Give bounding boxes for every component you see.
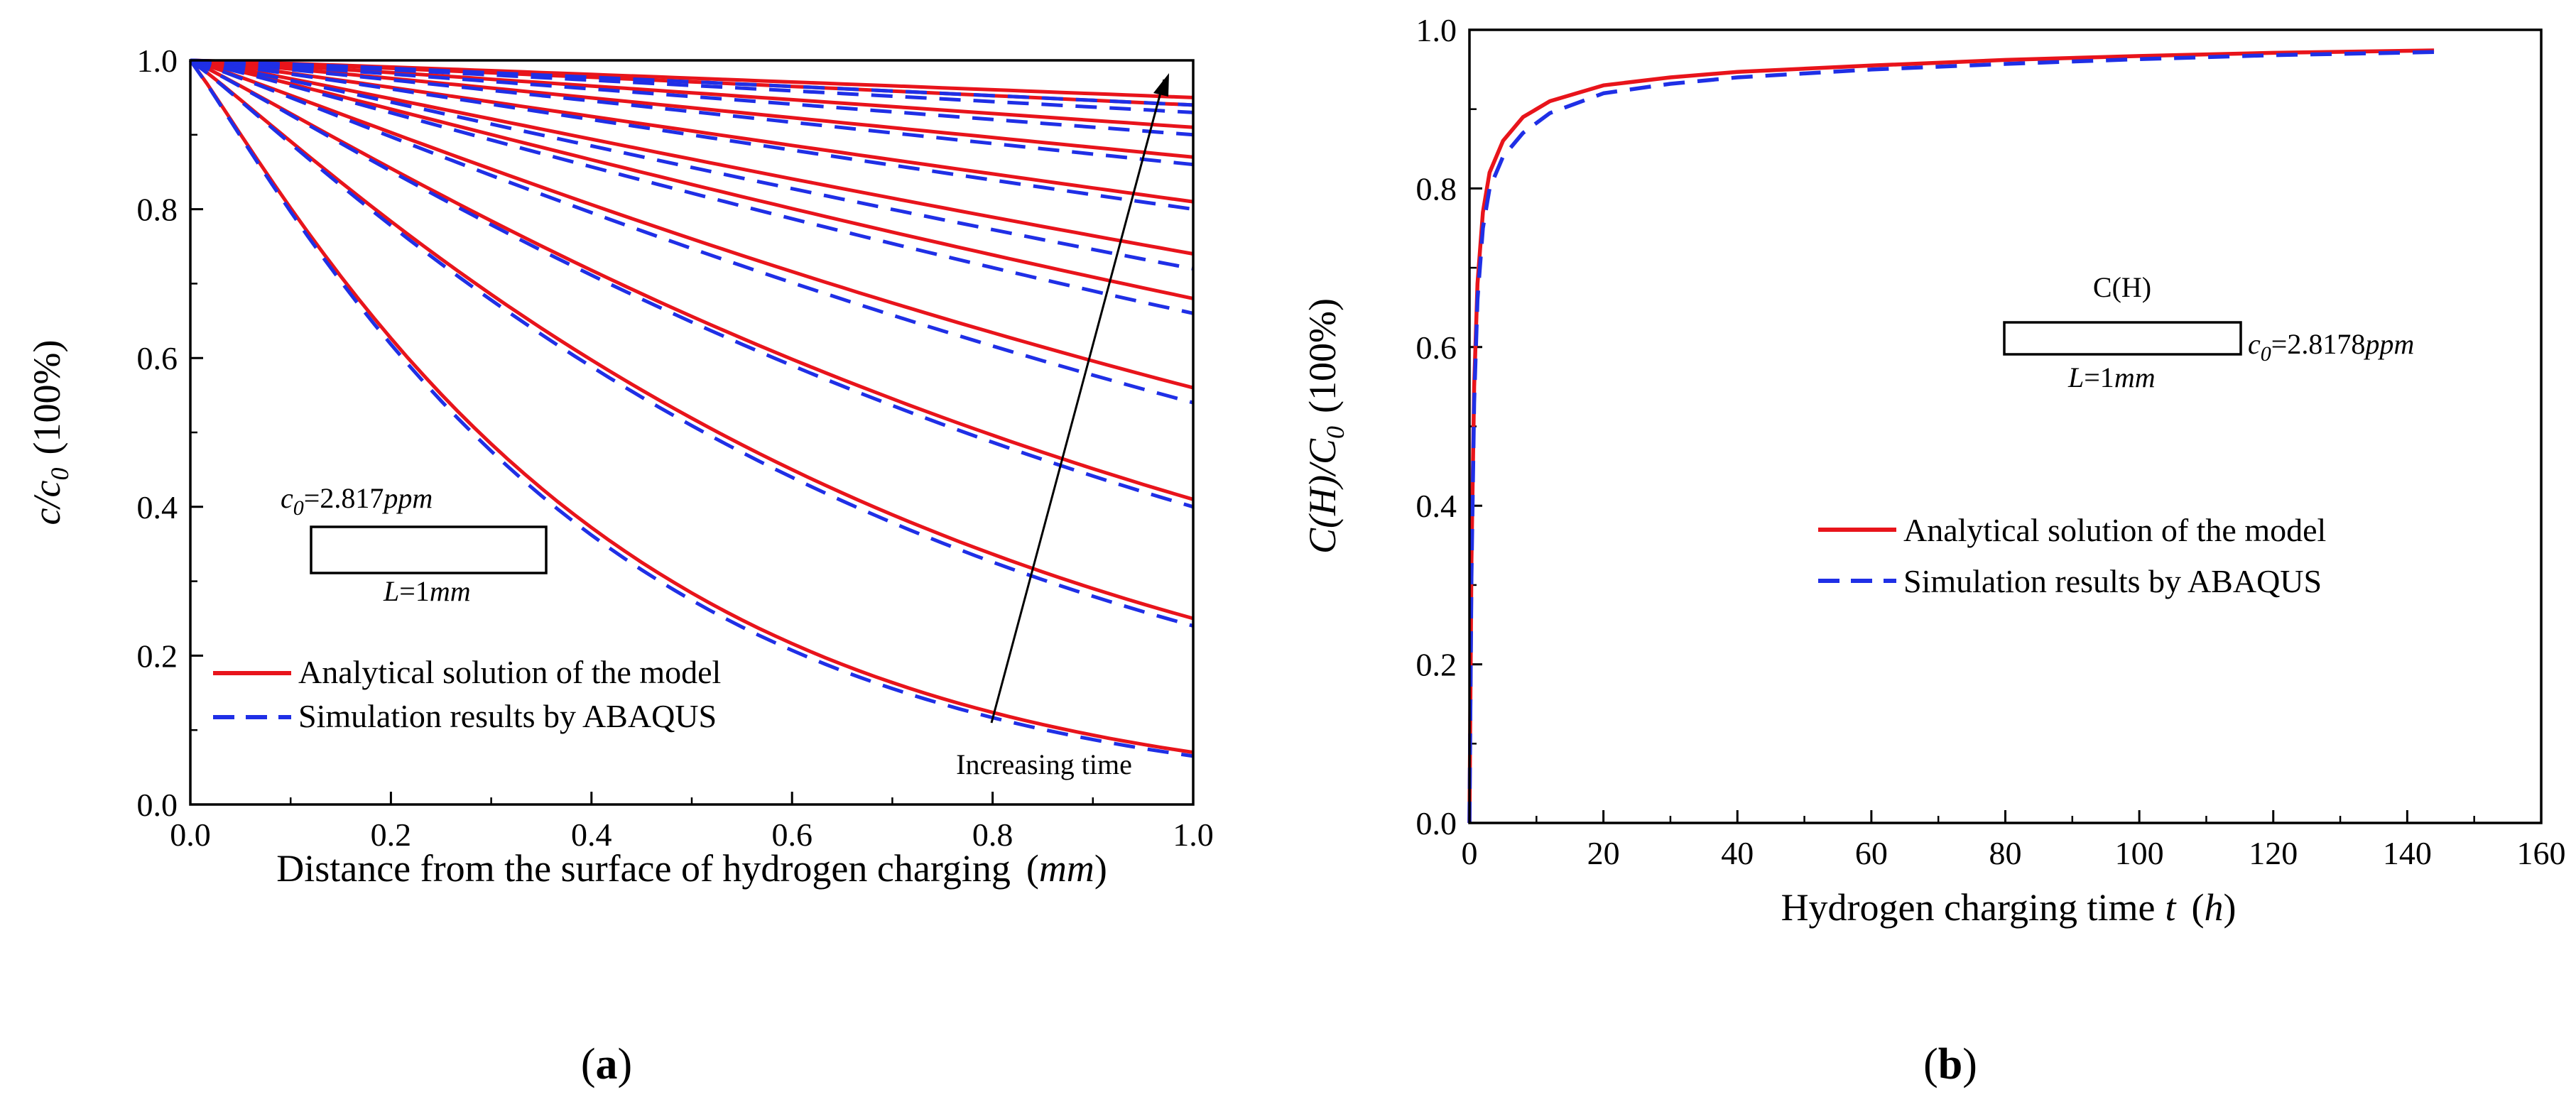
- chart-a-dashed-curve: [190, 58, 1194, 315]
- chart-b-xtick-label: 120: [2249, 835, 2298, 871]
- chart-b-xlabel: Hydrogen charging time t (h): [1781, 886, 2237, 929]
- chart-a-solid-curve: [189, 58, 1194, 501]
- chart-a-solid-curve: [190, 58, 1194, 390]
- increasing-time-label: Increasing time: [956, 748, 1132, 780]
- chart-b-xtick-label: 60: [1855, 835, 1888, 871]
- chart-a-solid-curve: [190, 58, 1194, 129]
- chart-b-ytick-label: 0.8: [1416, 170, 1457, 207]
- sample-b-L-label: L=1mm: [2067, 361, 2156, 393]
- chart-a-legend: Analytical solution of the model Simulat…: [213, 654, 721, 734]
- chart-a-ytick-label: 0.2: [137, 638, 178, 674]
- chart-a-dashed-curve: [190, 58, 1194, 114]
- chart-a-xlabel: Distance from the surface of hydrogen ch…: [276, 847, 1107, 890]
- chart-a-ticks: 0.0 0.2 0.4 0.6 0.8 1.0 0.0 0.2 0.4 0.6 0.8 1.0: [137, 43, 1214, 853]
- panel-label-b: (b): [1923, 1040, 1977, 1089]
- chart-b-solid-curve: [1467, 48, 2435, 824]
- chart-a-xtick-label: 1.0: [1173, 817, 1214, 853]
- chart-a-sample-schematic: c0=2.817ppm L=1mm: [281, 482, 548, 607]
- chart-b-xtick-label: 80: [1989, 835, 2022, 871]
- chart-b-ticks: 0 20 40 60 80 100 120 140 160 0.0 0.2 0.4 0.6 0.8 1.0: [1416, 12, 2566, 871]
- chart-a-dashed-curve: [188, 59, 1194, 758]
- sample-b-title: C(H): [2093, 271, 2151, 303]
- chart-b-ytick-label: 1.0: [1416, 12, 1457, 48]
- chart-b-ytick-label: 0.6: [1416, 329, 1457, 366]
- chart-a-xtick-label: 0.6: [771, 817, 813, 853]
- chart-a-solid-curve: [189, 58, 1194, 621]
- sample-b-c0-label: c0=2.8178ppm: [2248, 328, 2414, 366]
- chart-b-xtick-label: 20: [1587, 835, 1620, 871]
- sample-a-L-label: L=1mm: [383, 575, 471, 607]
- legend-a-solid-label: Analytical solution of the model: [298, 654, 721, 690]
- sample-a-c0-label: c0=2.817ppm: [281, 482, 433, 520]
- chart-a-dashed-curve: [190, 58, 1194, 405]
- chart-a-solid-curve: [190, 58, 1194, 256]
- chart-a-dashed-curve: [190, 58, 1194, 107]
- chart-b-ytick-label: 0.0: [1416, 805, 1457, 841]
- chart-a-dashed-curve: [190, 58, 1194, 137]
- legend-a-dashed-label: Simulation results by ABAQUS: [298, 698, 717, 734]
- chart-b-xtick-label: 0: [1462, 835, 1478, 871]
- chart-a-solid-curve: [190, 58, 1194, 99]
- chart-a-dashed-curve: [190, 58, 1194, 271]
- chart-b-legend: Analytical solution of the model Simulat…: [1818, 512, 2326, 599]
- chart-b-ytick-label: 0.4: [1416, 488, 1457, 524]
- chart-a-solid-curve: [190, 58, 1194, 300]
- chart-a-curves: [188, 58, 1194, 758]
- chart-a-ytick-label: 0.0: [137, 787, 178, 823]
- chart-a-frame: [189, 59, 1195, 806]
- chart-b-xtick-label: 100: [2115, 835, 2164, 871]
- chart-a-xtick-label: 0.0: [170, 817, 211, 853]
- legend-b-dashed-label: Simulation results by ABAQUS: [1903, 563, 2322, 599]
- chart-b-sample-schematic: C(H) c0=2.8178ppm L=1mm: [2003, 271, 2414, 393]
- increasing-time-arrowhead: [1153, 73, 1169, 97]
- chart-a-xtick-label: 0.2: [371, 817, 412, 853]
- legend-b-solid-label: Analytical solution of the model: [1903, 512, 2326, 548]
- increasing-time-arrow: [990, 79, 1165, 724]
- chart-a-ytick-label: 1.0: [137, 43, 178, 79]
- chart-a-ytick-label: 0.6: [137, 340, 178, 376]
- chart-b-xtick-label: 160: [2517, 835, 2566, 871]
- chart-b-xtick-label: 40: [1721, 835, 1754, 871]
- chart-a-ytick-label: 0.8: [137, 192, 178, 228]
- chart-b: 0 20 40 60 80 100 120 140 1600.00.20.40.60.81.0 …: [1301, 12, 2566, 1089]
- chart-a-ytick-label: 0.4: [137, 489, 178, 525]
- chart-a-solid-curve: [190, 58, 1194, 159]
- chart-a-dashed-curve: [189, 58, 1194, 509]
- chart-b-frame: [1468, 28, 2543, 824]
- chart-b-ylabel: C(H)/C0(100%): [1301, 298, 1349, 554]
- chart-a: 0.0 0.2 0.4 0.6 0.8 1.0 0.0 0.2 0.4 0.6 0.8 1.0 c/c…: [26, 43, 1214, 1089]
- chart-a-xtick-label: 0.8: [972, 817, 1013, 853]
- chart-b-xtick-label: 140: [2383, 835, 2432, 871]
- panel-label-a: (a): [581, 1040, 632, 1089]
- chart-a-dashed-curve: [189, 59, 1194, 628]
- chart-a-ylabel: c/c0(100%): [26, 340, 74, 525]
- chart-a-xtick-label: 0.4: [571, 817, 612, 853]
- chart-b-curves: [1467, 48, 2435, 824]
- chart-b-dashed-curve: [1467, 50, 2435, 824]
- chart-a-solid-curve: [188, 59, 1194, 755]
- sample-b-rect: [2003, 321, 2242, 356]
- chart-b-ytick-label: 0.2: [1416, 647, 1457, 683]
- chart-a-solid-curve: [190, 58, 1194, 204]
- sample-a-rect: [310, 525, 548, 574]
